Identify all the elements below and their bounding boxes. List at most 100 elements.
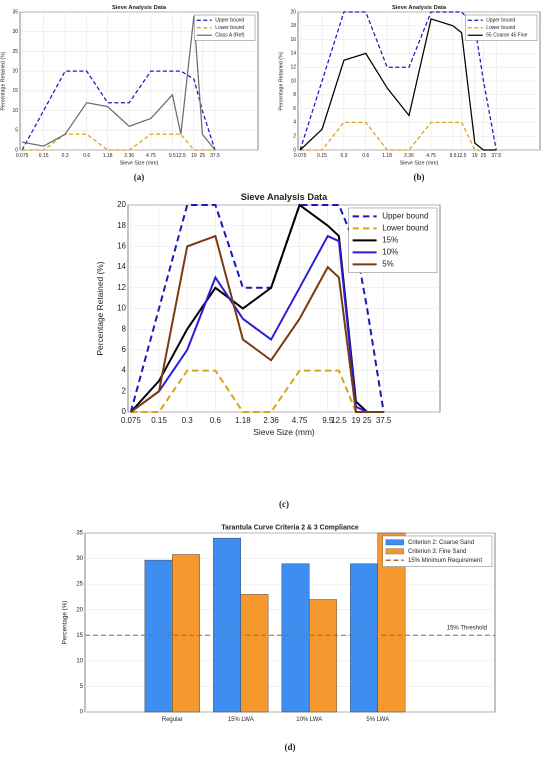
y-tick-label: 20 <box>12 68 18 74</box>
bar <box>309 599 337 713</box>
x-tick-label: 0.6 <box>210 416 222 425</box>
legend-label: Criterion 2: Coarse Sand <box>408 540 474 546</box>
y-tick-label: 2 <box>122 386 127 395</box>
x-tick-label: 9.5 <box>169 153 176 159</box>
threshold-label: 15% Threshold <box>447 626 487 632</box>
x-tick-label: 12.5 <box>176 153 186 159</box>
y-tick-label: 0 <box>122 407 127 416</box>
legend-label: 15% <box>382 236 398 245</box>
y-tick-label: 35 <box>76 531 83 537</box>
y-axis-label: Percentage Retained (%) <box>95 261 105 355</box>
legend-swatch <box>385 539 404 546</box>
x-axis-label: Sieve Size (mm) <box>253 427 315 437</box>
y-tick-label: 18 <box>117 221 126 230</box>
y-tick-label: 12 <box>290 65 296 71</box>
x-tick-label: 0.15 <box>39 153 49 159</box>
x-tick-label: 0.6 <box>83 153 90 159</box>
x-tick-label: 2.36 <box>124 153 134 159</box>
x-tick-label: 0.075 <box>294 153 307 159</box>
x-tick-label: 9.5 <box>322 416 334 425</box>
legend-label: Criterion 3: Fine Sand <box>408 549 466 555</box>
legend-label: 55 Coarse 45 Fine <box>486 33 527 39</box>
x-tick-label: 25 <box>200 153 206 159</box>
y-tick-label: 20 <box>76 607 83 613</box>
data-line <box>21 70 216 151</box>
caption: (b) <box>414 172 425 182</box>
caption: (c) <box>279 499 289 509</box>
x-tick-label: 12.5 <box>331 416 347 425</box>
y-axis-label: Percentage Retained (%) <box>278 51 284 110</box>
y-tick-label: 35 <box>12 9 18 15</box>
y-tick-label: 15 <box>76 633 83 639</box>
bar <box>350 563 378 713</box>
bar <box>240 594 269 713</box>
legend-label: Upper bound <box>215 18 244 24</box>
x-tick-label: 37.5 <box>376 416 392 425</box>
legend-label: 15% Minimum Requirement <box>408 558 482 564</box>
y-tick-label: 2 <box>293 134 296 140</box>
caption: (a) <box>134 172 145 182</box>
y-tick-label: 20 <box>117 200 126 209</box>
y-axis-label: Percentage Retained (%) <box>0 51 6 110</box>
data-line <box>22 133 215 151</box>
data-line <box>130 234 384 413</box>
y-tick-label: 10 <box>290 78 296 84</box>
y-tick-label: 0 <box>80 710 84 716</box>
x-tick-label: 0.075 <box>16 153 29 159</box>
legend-label: Lower bound <box>382 224 428 233</box>
y-tick-label: 25 <box>12 49 18 55</box>
y-tick-label: 20 <box>290 9 296 15</box>
legend-swatch <box>385 548 404 555</box>
x-tick-label: 0.15 <box>317 153 327 159</box>
y-tick-label: 16 <box>290 37 296 43</box>
data-line <box>130 203 384 413</box>
x-tick-label: 2.36 <box>404 153 414 159</box>
x-tick-label: 4.75 <box>146 153 156 159</box>
x-tick-label: 1.18 <box>103 153 113 159</box>
x-tick-label: 0.15 <box>151 416 167 425</box>
x-axis-label: Sieve Size (mm) <box>400 160 439 166</box>
y-tick-label: 15 <box>12 88 18 94</box>
y-tick-label: 12 <box>117 283 126 292</box>
chart-title: Sieve Analysis Data <box>392 5 447 11</box>
x-tick-label: 25 <box>481 153 487 159</box>
x-tick-label: 4.75 <box>426 153 436 159</box>
y-tick-label: 30 <box>12 29 18 35</box>
legend-label: Upper bound <box>486 18 515 24</box>
y-tick-label: 30 <box>76 556 83 562</box>
legend-label: 10% <box>382 248 398 257</box>
y-tick-label: 8 <box>293 92 296 98</box>
x-tick-label: 5% LWA <box>366 717 389 723</box>
x-tick-label: 37.5 <box>491 153 501 159</box>
x-tick-label: 0.3 <box>340 153 347 159</box>
legend-label: Lower bound <box>486 25 515 31</box>
y-tick-label: 16 <box>117 242 126 251</box>
y-tick-label: 10 <box>76 658 83 664</box>
x-tick-label: 0.6 <box>362 153 369 159</box>
x-tick-label: Regular <box>162 717 183 723</box>
x-tick-label: 1.18 <box>235 416 251 425</box>
y-tick-label: 0 <box>293 147 296 153</box>
bar <box>172 554 200 713</box>
chart-title: Sieve Analysis Data <box>241 192 328 202</box>
x-axis-label: Sieve Size (mm) <box>120 160 159 166</box>
x-tick-label: 10% LWA <box>296 717 322 723</box>
x-tick-label: 9.5 <box>449 153 456 159</box>
legend-label: 5% <box>382 260 394 269</box>
chart-title: Tarantula Curve Criteria 2 & 3 Complianc… <box>221 524 359 531</box>
x-tick-label: 0.3 <box>182 416 194 425</box>
x-tick-label: 19 <box>351 416 360 425</box>
bar <box>281 563 310 713</box>
y-tick-label: 6 <box>122 345 127 354</box>
y-tick-label: 0 <box>15 147 18 153</box>
x-tick-label: 12.5 <box>457 153 467 159</box>
y-tick-label: 6 <box>293 106 296 112</box>
y-tick-label: 10 <box>117 304 126 313</box>
x-tick-label: 37.5 <box>210 153 220 159</box>
y-tick-label: 10 <box>12 108 18 114</box>
chart-title: Sieve Analysis Data <box>112 5 167 11</box>
legend-label: Upper bound <box>382 212 428 221</box>
bar <box>144 559 173 713</box>
data-line <box>299 18 497 151</box>
x-tick-label: 19 <box>472 153 478 159</box>
